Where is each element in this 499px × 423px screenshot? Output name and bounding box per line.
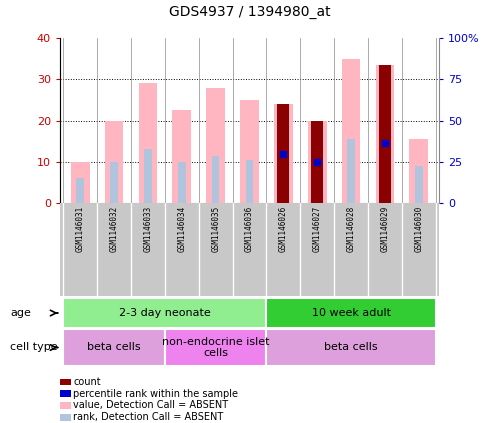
- Bar: [313, 162, 321, 203]
- Text: GSM1146029: GSM1146029: [380, 206, 389, 252]
- Text: count: count: [73, 377, 101, 387]
- Bar: [266, 298, 436, 328]
- Bar: [165, 329, 266, 366]
- Bar: [105, 121, 123, 203]
- Text: GSM1146030: GSM1146030: [414, 206, 423, 252]
- Text: GSM1146031: GSM1146031: [76, 206, 85, 252]
- Bar: [410, 139, 428, 203]
- Bar: [308, 121, 326, 203]
- Bar: [274, 104, 293, 203]
- Bar: [76, 179, 84, 203]
- Bar: [415, 166, 423, 203]
- Bar: [379, 65, 391, 203]
- Bar: [206, 88, 225, 203]
- Bar: [266, 329, 436, 366]
- Text: GSM1146032: GSM1146032: [110, 206, 119, 252]
- Text: beta cells: beta cells: [324, 343, 378, 352]
- Bar: [71, 162, 89, 203]
- Bar: [212, 156, 220, 203]
- Text: GDS4937 / 1394980_at: GDS4937 / 1394980_at: [169, 5, 330, 19]
- Text: rank, Detection Call = ABSENT: rank, Detection Call = ABSENT: [73, 412, 224, 422]
- Bar: [63, 298, 266, 328]
- Bar: [347, 139, 355, 203]
- Bar: [342, 59, 360, 203]
- Bar: [246, 160, 253, 203]
- Bar: [279, 154, 287, 203]
- Bar: [178, 162, 186, 203]
- Text: non-endocrine islet
cells: non-endocrine islet cells: [162, 337, 269, 358]
- Text: 10 week adult: 10 week adult: [311, 308, 391, 318]
- Text: GSM1146028: GSM1146028: [347, 206, 356, 252]
- Text: beta cells: beta cells: [87, 343, 141, 352]
- Text: GSM1146036: GSM1146036: [245, 206, 254, 252]
- Text: GSM1146026: GSM1146026: [279, 206, 288, 252]
- Bar: [173, 110, 191, 203]
- Text: 2-3 day neonate: 2-3 day neonate: [119, 308, 211, 318]
- Bar: [277, 104, 289, 203]
- Text: GSM1146033: GSM1146033: [143, 206, 152, 252]
- Text: GSM1146027: GSM1146027: [313, 206, 322, 252]
- Text: value, Detection Call = ABSENT: value, Detection Call = ABSENT: [73, 401, 229, 410]
- Bar: [144, 149, 152, 203]
- Text: percentile rank within the sample: percentile rank within the sample: [73, 389, 239, 398]
- Bar: [139, 83, 157, 203]
- Text: age: age: [10, 308, 31, 318]
- Bar: [110, 162, 118, 203]
- Text: GSM1146035: GSM1146035: [211, 206, 220, 252]
- Bar: [381, 143, 389, 203]
- Bar: [63, 329, 165, 366]
- Bar: [240, 100, 259, 203]
- Bar: [376, 65, 394, 203]
- Text: GSM1146034: GSM1146034: [177, 206, 186, 252]
- Text: cell type: cell type: [10, 343, 57, 352]
- Bar: [311, 121, 323, 203]
